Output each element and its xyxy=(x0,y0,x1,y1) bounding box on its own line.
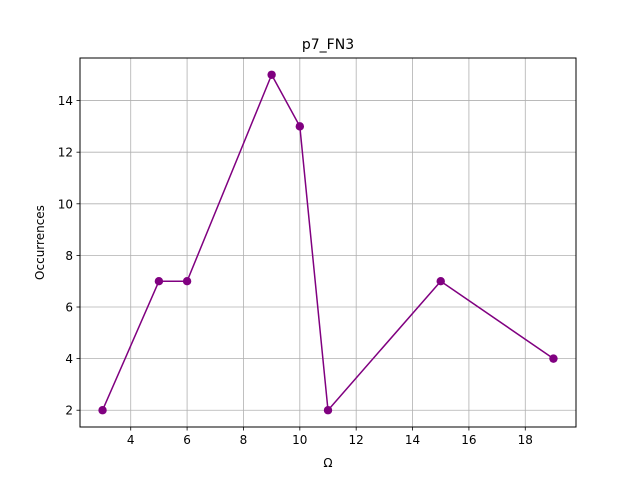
x-tick-label: 10 xyxy=(292,433,307,447)
x-tick-label: 12 xyxy=(349,433,364,447)
data-point xyxy=(154,277,164,286)
x-tick-label: 14 xyxy=(405,433,420,447)
data-point xyxy=(182,277,192,286)
y-axis-label: Occurrences xyxy=(33,205,47,280)
data-point xyxy=(98,406,107,415)
series-layer xyxy=(98,70,558,415)
data-point xyxy=(323,406,333,415)
data-point xyxy=(549,354,558,363)
x-axis-label: Ω xyxy=(323,456,332,470)
y-tick-label: 10 xyxy=(58,197,73,211)
y-tick-label: 12 xyxy=(58,146,73,160)
plot-frame xyxy=(79,57,577,428)
grid-lines xyxy=(80,58,576,427)
x-tick-label: 6 xyxy=(183,433,191,447)
data-point xyxy=(267,70,276,79)
y-tick-label: 8 xyxy=(65,249,73,263)
y-tick-label: 14 xyxy=(58,94,73,108)
chart-title: p7_FN3 xyxy=(302,37,354,53)
x-tick-label: 4 xyxy=(127,433,135,447)
series-line xyxy=(101,74,554,411)
data-point xyxy=(436,277,445,286)
y-tick-label: 4 xyxy=(65,352,73,366)
y-tick-label: 6 xyxy=(65,301,73,315)
data-point xyxy=(295,122,305,131)
x-tick-label: 18 xyxy=(518,433,533,447)
x-axis-ticks: 4 6 8 10 12 14 16 18 xyxy=(127,427,533,447)
x-tick-label: 16 xyxy=(461,433,476,447)
y-tick-label: 2 xyxy=(65,404,73,418)
x-tick-label: 8 xyxy=(240,433,248,447)
y-axis-ticks: 2 4 6 8 10 12 14 xyxy=(58,94,80,418)
